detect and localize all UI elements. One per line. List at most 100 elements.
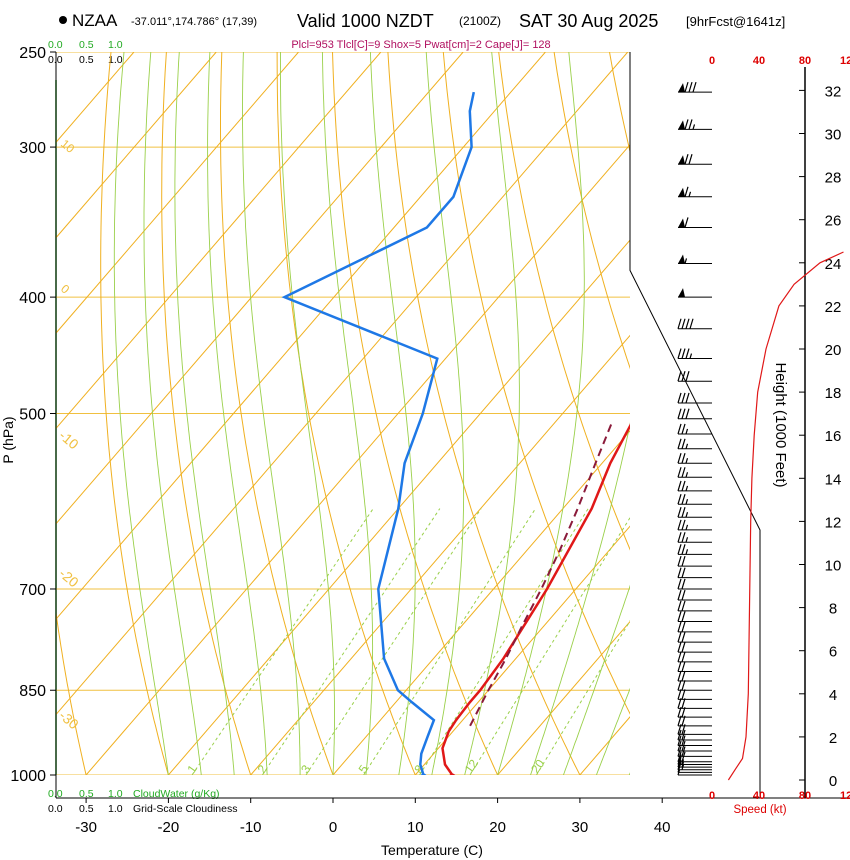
parcel-line (469, 423, 613, 727)
isotherm-label: -10 (56, 427, 82, 452)
wind-barb (677, 661, 712, 673)
wind-barb (677, 348, 712, 360)
height-tick-label: 28 (825, 170, 842, 187)
wind-barb-feather (681, 467, 686, 478)
height-tick-label: 20 (825, 342, 842, 359)
wind-barb-feather (688, 154, 693, 165)
wind-barb-feather (677, 408, 682, 419)
wind-barb-feather (681, 611, 686, 622)
temperature-line (441, 423, 630, 775)
wind-barb-feather (681, 392, 686, 404)
wind-barb-feather (681, 689, 686, 700)
height-tick-label: 24 (825, 256, 842, 273)
mixing-ratio-line (363, 508, 536, 775)
wind-barb-feather (681, 438, 686, 449)
cloudiness-top-1: 1.0 (108, 54, 123, 66)
wind-barb-feather (681, 544, 686, 555)
hodo-panel-border (629, 52, 761, 798)
wind-barb (677, 578, 712, 590)
wind-barb-feather (685, 318, 690, 329)
wind-barb-feather (677, 698, 682, 709)
wind-barb-feather (677, 735, 682, 746)
wind-barb-feather (677, 621, 682, 633)
dry-adiabat (553, 52, 630, 370)
wind-barb-feather (677, 532, 682, 543)
moist-adiabat (321, 52, 374, 775)
wind-barb-feather (681, 408, 686, 419)
wind-barb-flag (678, 288, 685, 298)
forecast-info: [9hrFcst@1641z] (686, 14, 785, 29)
wind-barb-flag (678, 155, 685, 165)
isotherm-line (56, 52, 382, 430)
wind-barb-feather (681, 735, 686, 746)
cloudiness-bottom-1: 1.0 (108, 803, 123, 815)
wind-barb-feather (677, 423, 682, 435)
wind-barb (677, 631, 712, 643)
isotherm-line (168, 239, 630, 775)
isotherm-label: 10 (58, 137, 77, 157)
height-tick-label: 22 (825, 299, 842, 316)
wind-barb-feather (677, 589, 682, 601)
wind-barb (678, 217, 712, 228)
temp-tick-label: 30 (572, 819, 589, 836)
wind-barb-feather (681, 567, 686, 578)
isotherm-label: -20 (56, 565, 82, 590)
wind-barb (677, 532, 712, 543)
wind-barb-feather (677, 467, 682, 478)
wind-barb-feather (681, 680, 686, 691)
wind-barb (677, 555, 712, 567)
moist-adiabat (562, 584, 630, 775)
wind-barb-feather (684, 154, 689, 165)
height-tick-label: 10 (825, 558, 842, 575)
wind-barb-feather (677, 480, 682, 492)
wind-barb-feather (681, 698, 686, 709)
wind-barb-feather (677, 392, 682, 404)
wind-barb-feather (688, 119, 693, 130)
speed-top-40: 40 (753, 55, 765, 67)
wind-barb-feather (684, 81, 689, 93)
temp-tick-label: 10 (407, 819, 424, 836)
cloudwater-label: CloudWater (g/Kg) (133, 788, 220, 800)
wind-barb (677, 408, 712, 420)
temp-tick-label: -10 (240, 819, 262, 836)
mixing-ratio-labels: 1 2 3 5 8 12 20 (184, 757, 547, 776)
wind-barb-feather (681, 661, 686, 672)
dry-adiabat (498, 52, 630, 551)
wind-barb-feather (689, 318, 694, 329)
wind-barb-feather (681, 631, 686, 643)
wind-barb (678, 254, 712, 264)
isotherm-line (56, 52, 546, 620)
mixing-ratio-line (305, 508, 482, 775)
pressure-tick-label: 1000 (10, 768, 46, 785)
dry-adiabat (387, 52, 581, 775)
wind-barb-feather (681, 670, 686, 682)
wind-barb-feather (681, 532, 686, 543)
wind-barb (677, 392, 712, 404)
wind-barb-half (685, 524, 689, 531)
y-axis-title: P (hPa) (0, 416, 16, 463)
dry-adiabat (831, 52, 850, 775)
mixing-ratio-line (261, 508, 441, 775)
wind-barb-feather (677, 348, 682, 359)
speed-bottom-0: 0 (709, 790, 715, 802)
wind-barb-half (685, 485, 689, 492)
height-tick-label: 16 (825, 428, 842, 445)
cloudiness-label: Grid-Scale Cloudiness (133, 803, 237, 815)
dry-adiabat (276, 52, 416, 775)
dry-adiabat (220, 52, 334, 775)
wind-barb (677, 318, 712, 330)
isotherm-label: -30 (56, 707, 82, 732)
wind-barb-feather (677, 631, 682, 643)
mixing-ratio-label: 2 (255, 762, 270, 776)
moist-adiabat (497, 52, 585, 775)
dry-adiabat (56, 52, 87, 775)
wind-barb-feather (688, 81, 693, 93)
wind-barb-feather (677, 567, 682, 578)
mixing-ratio-line (419, 508, 589, 775)
dry-adiabat (442, 52, 630, 715)
height-tick-label: 6 (829, 644, 837, 661)
wind-barb-half (685, 549, 689, 555)
surface-temperature-marker (449, 773, 456, 775)
isotherm-line (250, 334, 630, 775)
